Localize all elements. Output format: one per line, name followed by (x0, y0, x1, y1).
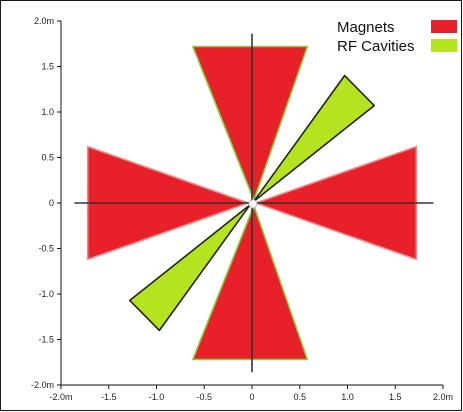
x-tick-label: 0.5 (293, 392, 306, 402)
magnets-shape-1 (192, 45, 309, 202)
chart-axes: 2.0m 1.5 1.0 0.5 0 -0.5 -1.0 -1.5 -2.0m -2.0m -1.5… (31, 16, 453, 402)
center-crosshair (74, 33, 434, 373)
x-tick-label: -0.5 (196, 392, 212, 402)
chart-legend: Magnets RF Cavities (337, 19, 457, 55)
x-tick-label: -2.0m (49, 392, 72, 402)
center-marker (248, 199, 258, 209)
legend-swatch (431, 39, 457, 52)
legend-label: Magnets (337, 19, 395, 36)
y-tick-label: -0.5 (38, 244, 54, 254)
x-tick-label: 0 (249, 392, 254, 402)
y-tick-label: -2.0m (31, 380, 54, 390)
legend-swatch (431, 20, 457, 33)
y-tick-label: -1.0 (38, 289, 54, 299)
y-tick-label: 2.0m (34, 16, 54, 26)
legend-label: RF Cavities (337, 38, 415, 55)
x-tick-label: 1.0 (341, 392, 354, 402)
magnets-shape-2 (192, 204, 309, 361)
x-tick-label: -1.0 (149, 392, 165, 402)
x-tick-label: 1.5 (389, 392, 402, 402)
x-tick-label: -1.5 (101, 392, 117, 402)
y-tick-label: 0.5 (41, 153, 54, 163)
y-tick-label: -1.5 (38, 335, 54, 345)
y-tick-label: 1.5 (41, 62, 54, 72)
rf-cavities-shape-1 (253, 74, 376, 202)
y-tick-label: 1.0 (41, 107, 54, 117)
x-tick-label: 2.0m (433, 392, 453, 402)
rf-cavities-shape-2 (129, 204, 251, 332)
y-tick-label: 0 (49, 198, 54, 208)
